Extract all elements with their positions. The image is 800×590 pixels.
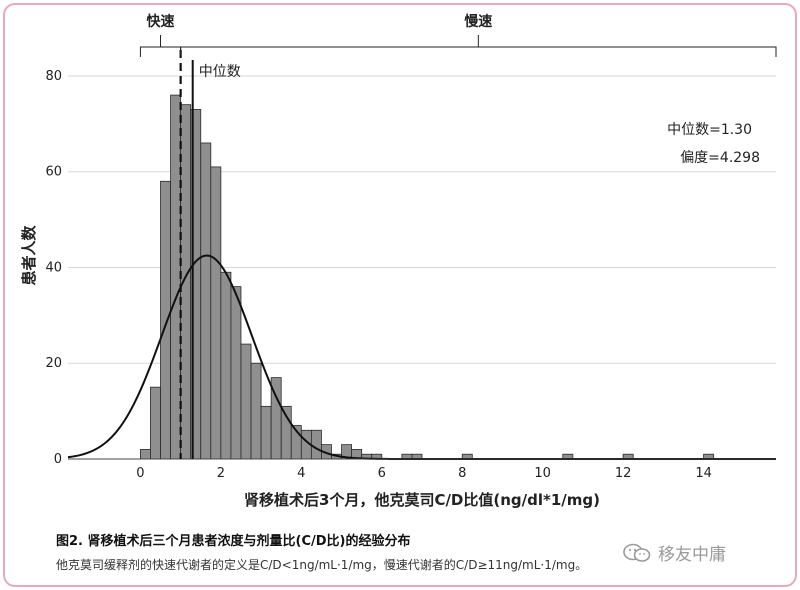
figure-caption-title: 图2. 肾移植术后三个月患者浓度与剂量比(C/D比)的经验分布 (56, 534, 411, 549)
histogram-bar (220, 271, 232, 460)
x-tick-label: 0 (136, 466, 144, 481)
histogram-chart: 0 2 4 6 8 10 12 14 0 20 40 60 80 肾移植术后3个月，他克莫司C/D比值(… (20, 13, 777, 509)
figure-frame (3, 3, 797, 587)
watermark: 移友中庸 (622, 540, 726, 565)
x-tick-label: 2 (217, 466, 225, 481)
y-tick-label: 40 (45, 260, 62, 275)
histogram-bar (140, 449, 151, 460)
speed-bracket-label: 慢速 (464, 13, 492, 30)
histogram-bar (260, 405, 272, 460)
histogram-bar (160, 180, 171, 460)
figure-caption-text: 他克莫司缓释剂的快速代谢者的定义是C/D<1ng/mL·1/mg，慢速代谢者的C… (56, 558, 588, 572)
reference-lines (179, 50, 194, 459)
histogram-bar (250, 362, 262, 460)
y-tick-label: 20 (45, 356, 62, 371)
speed-bracket-label: 快速 (147, 13, 175, 30)
skewness-stat-text: 偏度=4.298 (680, 150, 760, 166)
median-line-label: 中位数 (199, 64, 241, 80)
histogram-bar (200, 142, 212, 460)
median-stat-text: 中位数=1.30 (667, 122, 752, 138)
x-tick-label: 10 (534, 466, 551, 481)
y-axis-title: 患者人数 (20, 225, 38, 286)
histogram-bars (140, 94, 715, 460)
x-tick-label: 14 (695, 466, 712, 481)
wechat-icon (623, 543, 651, 562)
histogram-bar (230, 286, 242, 460)
histogram-bar (210, 166, 222, 460)
chart-labels: 肾移植术后3个月，他克莫司C/D比值(ng/dl*1/mg) 患者人数 中位数 快速 慢… (20, 13, 760, 509)
x-tick-label: 12 (615, 466, 632, 481)
speed-bracket (180, 46, 777, 57)
speed-brackets (139, 35, 777, 57)
histogram-bar (310, 429, 322, 460)
speed-bracket (139, 46, 182, 57)
x-tick-label: 8 (458, 466, 466, 481)
histogram-bar (240, 343, 252, 460)
axes: 0 2 4 6 8 10 12 14 0 20 40 60 80 (45, 69, 776, 481)
x-tick-label: 6 (378, 466, 386, 481)
watermark-text: 移友中庸 (658, 545, 726, 565)
histogram-bar (150, 386, 161, 460)
x-axis-title: 肾移植术后3个月，他克莫司C/D比值(ng/dl*1/mg) (244, 491, 600, 509)
y-tick-label: 60 (45, 165, 62, 180)
y-tick-label: 0 (54, 452, 62, 467)
histogram-bar (170, 94, 182, 460)
y-tick-label: 80 (45, 69, 62, 84)
x-tick-label: 4 (297, 466, 305, 481)
